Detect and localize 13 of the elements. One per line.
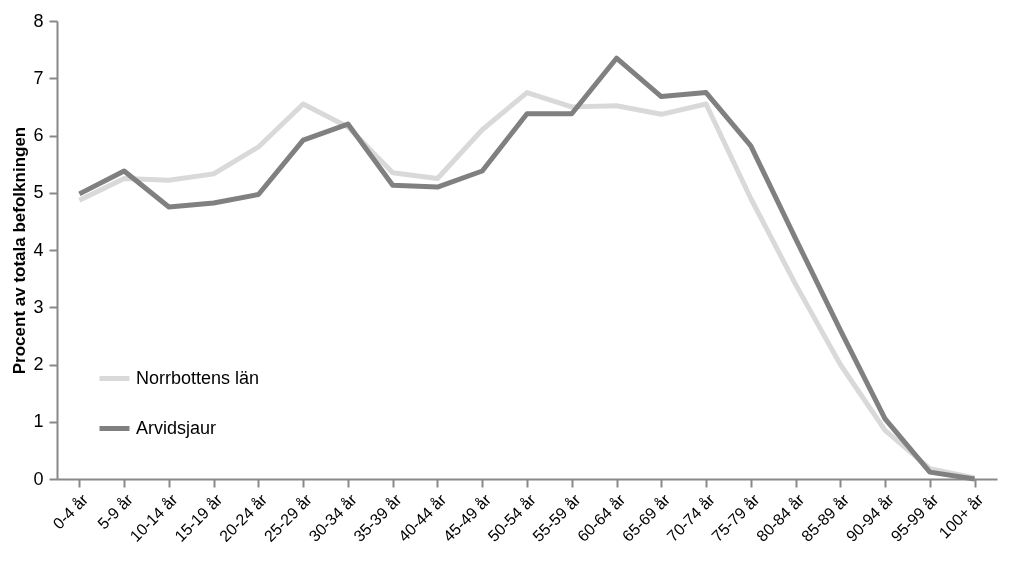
y-tick-label: 5: [33, 182, 44, 203]
y-tick-label: 8: [33, 10, 44, 31]
y-tick-label: 2: [33, 354, 44, 374]
y-axis-title: Procent av totala befolkningen: [10, 126, 30, 375]
y-tick-label: 0: [33, 468, 44, 489]
legend-label: Arvidsjaur: [136, 417, 217, 438]
y-tick-label: 6: [33, 125, 44, 145]
y-tick-label: 3: [33, 296, 44, 317]
x-tick-label: 0-4 år: [49, 490, 92, 533]
y-tick-label: 4: [33, 239, 44, 260]
legend-label: Norrbottens län: [136, 367, 260, 388]
y-tick-label: 7: [33, 67, 44, 88]
y-tick-label: 1: [33, 411, 44, 432]
